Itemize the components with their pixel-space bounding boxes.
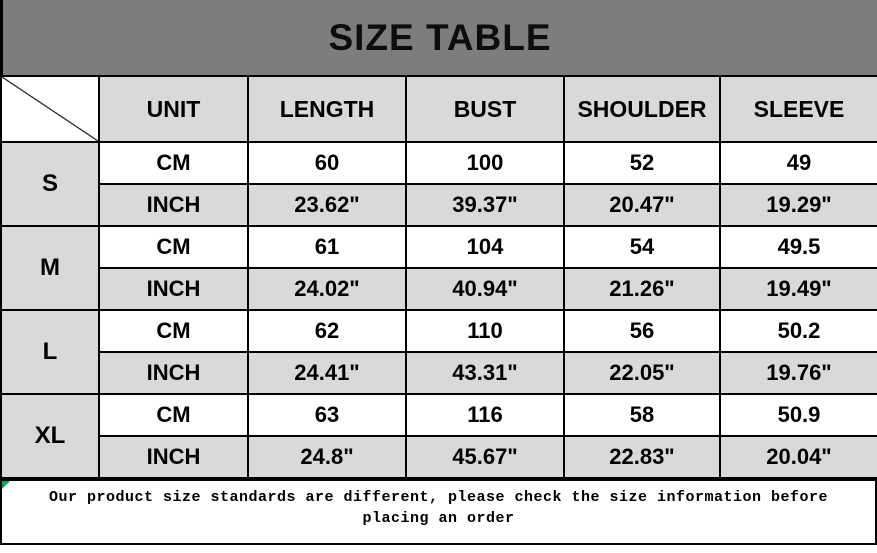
header-cell-bust: BUST bbox=[405, 75, 565, 143]
size-label-m: M bbox=[0, 225, 100, 311]
diagonal-cell bbox=[0, 75, 100, 143]
table-row: XL CM 63 116 58 50.9 bbox=[0, 393, 877, 479]
value-cell: 20.04" bbox=[719, 435, 877, 479]
header-cell-shoulder: SHOULDER bbox=[563, 75, 721, 143]
value-cell: 56 bbox=[563, 309, 721, 353]
unit-cell-inch: INCH bbox=[98, 435, 249, 479]
table-row: INCH 24.8" 45.67" 22.83" 20.04" bbox=[1, 435, 877, 479]
unit-cell-inch: INCH bbox=[98, 183, 249, 227]
value-cell: 104 bbox=[405, 225, 565, 269]
footer-note: Our product size standards are different… bbox=[0, 479, 877, 545]
cell-corner-marker-icon bbox=[2, 481, 10, 489]
size-label-s: S bbox=[0, 141, 100, 227]
value-cell: 40.94" bbox=[405, 267, 565, 311]
value-cell: 23.62" bbox=[247, 183, 407, 227]
header-row: UNIT LENGTH BUST SHOULDER SLEEVE bbox=[0, 75, 877, 143]
value-cell: 63 bbox=[247, 393, 407, 437]
size-label-l: L bbox=[0, 309, 100, 395]
value-cell: 22.05" bbox=[563, 351, 721, 395]
unit-cell-cm: CM bbox=[98, 393, 249, 437]
value-cell: 61 bbox=[247, 225, 407, 269]
unit-cell-cm: CM bbox=[98, 225, 249, 269]
value-cell: 21.26" bbox=[563, 267, 721, 311]
value-cell: 52 bbox=[563, 141, 721, 185]
unit-cell-cm: CM bbox=[98, 309, 249, 353]
diagonal-line-icon bbox=[2, 77, 98, 141]
value-cell: 39.37" bbox=[405, 183, 565, 227]
value-cell: 54 bbox=[563, 225, 721, 269]
value-cell: 24.02" bbox=[247, 267, 407, 311]
value-cell: 58 bbox=[563, 393, 721, 437]
unit-cell-cm: CM bbox=[98, 141, 249, 185]
table-row: INCH 24.41" 43.31" 22.05" 19.76" bbox=[1, 351, 877, 395]
value-cell: 110 bbox=[405, 309, 565, 353]
value-cell: 45.67" bbox=[405, 435, 565, 479]
table-row: S CM 60 100 52 49 bbox=[0, 141, 877, 227]
value-cell: 50.9 bbox=[719, 393, 877, 437]
unit-cell-inch: INCH bbox=[98, 351, 249, 395]
table-row: L CM 62 110 56 50.2 bbox=[0, 309, 877, 395]
size-label-xl: XL bbox=[0, 393, 100, 479]
unit-cell-inch: INCH bbox=[98, 267, 249, 311]
value-cell: 116 bbox=[405, 393, 565, 437]
value-cell: 19.76" bbox=[719, 351, 877, 395]
value-cell: 50.2 bbox=[719, 309, 877, 353]
table-row: INCH 23.62" 39.37" 20.47" 19.29" bbox=[1, 183, 877, 227]
header-cell-sleeve: SLEEVE bbox=[719, 75, 877, 143]
title-bar: SIZE TABLE bbox=[0, 0, 877, 75]
value-cell: 20.47" bbox=[563, 183, 721, 227]
value-cell: 24.41" bbox=[247, 351, 407, 395]
header-cell-unit: UNIT bbox=[98, 75, 249, 143]
footer-note-text: Our product size standards are different… bbox=[48, 489, 829, 527]
value-cell: 60 bbox=[247, 141, 407, 185]
table-row: INCH 24.02" 40.94" 21.26" 19.49" bbox=[1, 267, 877, 311]
value-cell: 49.5 bbox=[719, 225, 877, 269]
value-cell: 22.83" bbox=[563, 435, 721, 479]
value-cell: 19.49" bbox=[719, 267, 877, 311]
value-cell: 24.8" bbox=[247, 435, 407, 479]
value-cell: 49 bbox=[719, 141, 877, 185]
size-table: UNIT LENGTH BUST SHOULDER SLEEVE S CM 60… bbox=[0, 75, 877, 479]
value-cell: 43.31" bbox=[405, 351, 565, 395]
header-cell-length: LENGTH bbox=[247, 75, 407, 143]
table-row: M CM 61 104 54 49.5 bbox=[0, 225, 877, 311]
value-cell: 62 bbox=[247, 309, 407, 353]
page-title: SIZE TABLE bbox=[328, 16, 552, 58]
value-cell: 100 bbox=[405, 141, 565, 185]
value-cell: 19.29" bbox=[719, 183, 877, 227]
